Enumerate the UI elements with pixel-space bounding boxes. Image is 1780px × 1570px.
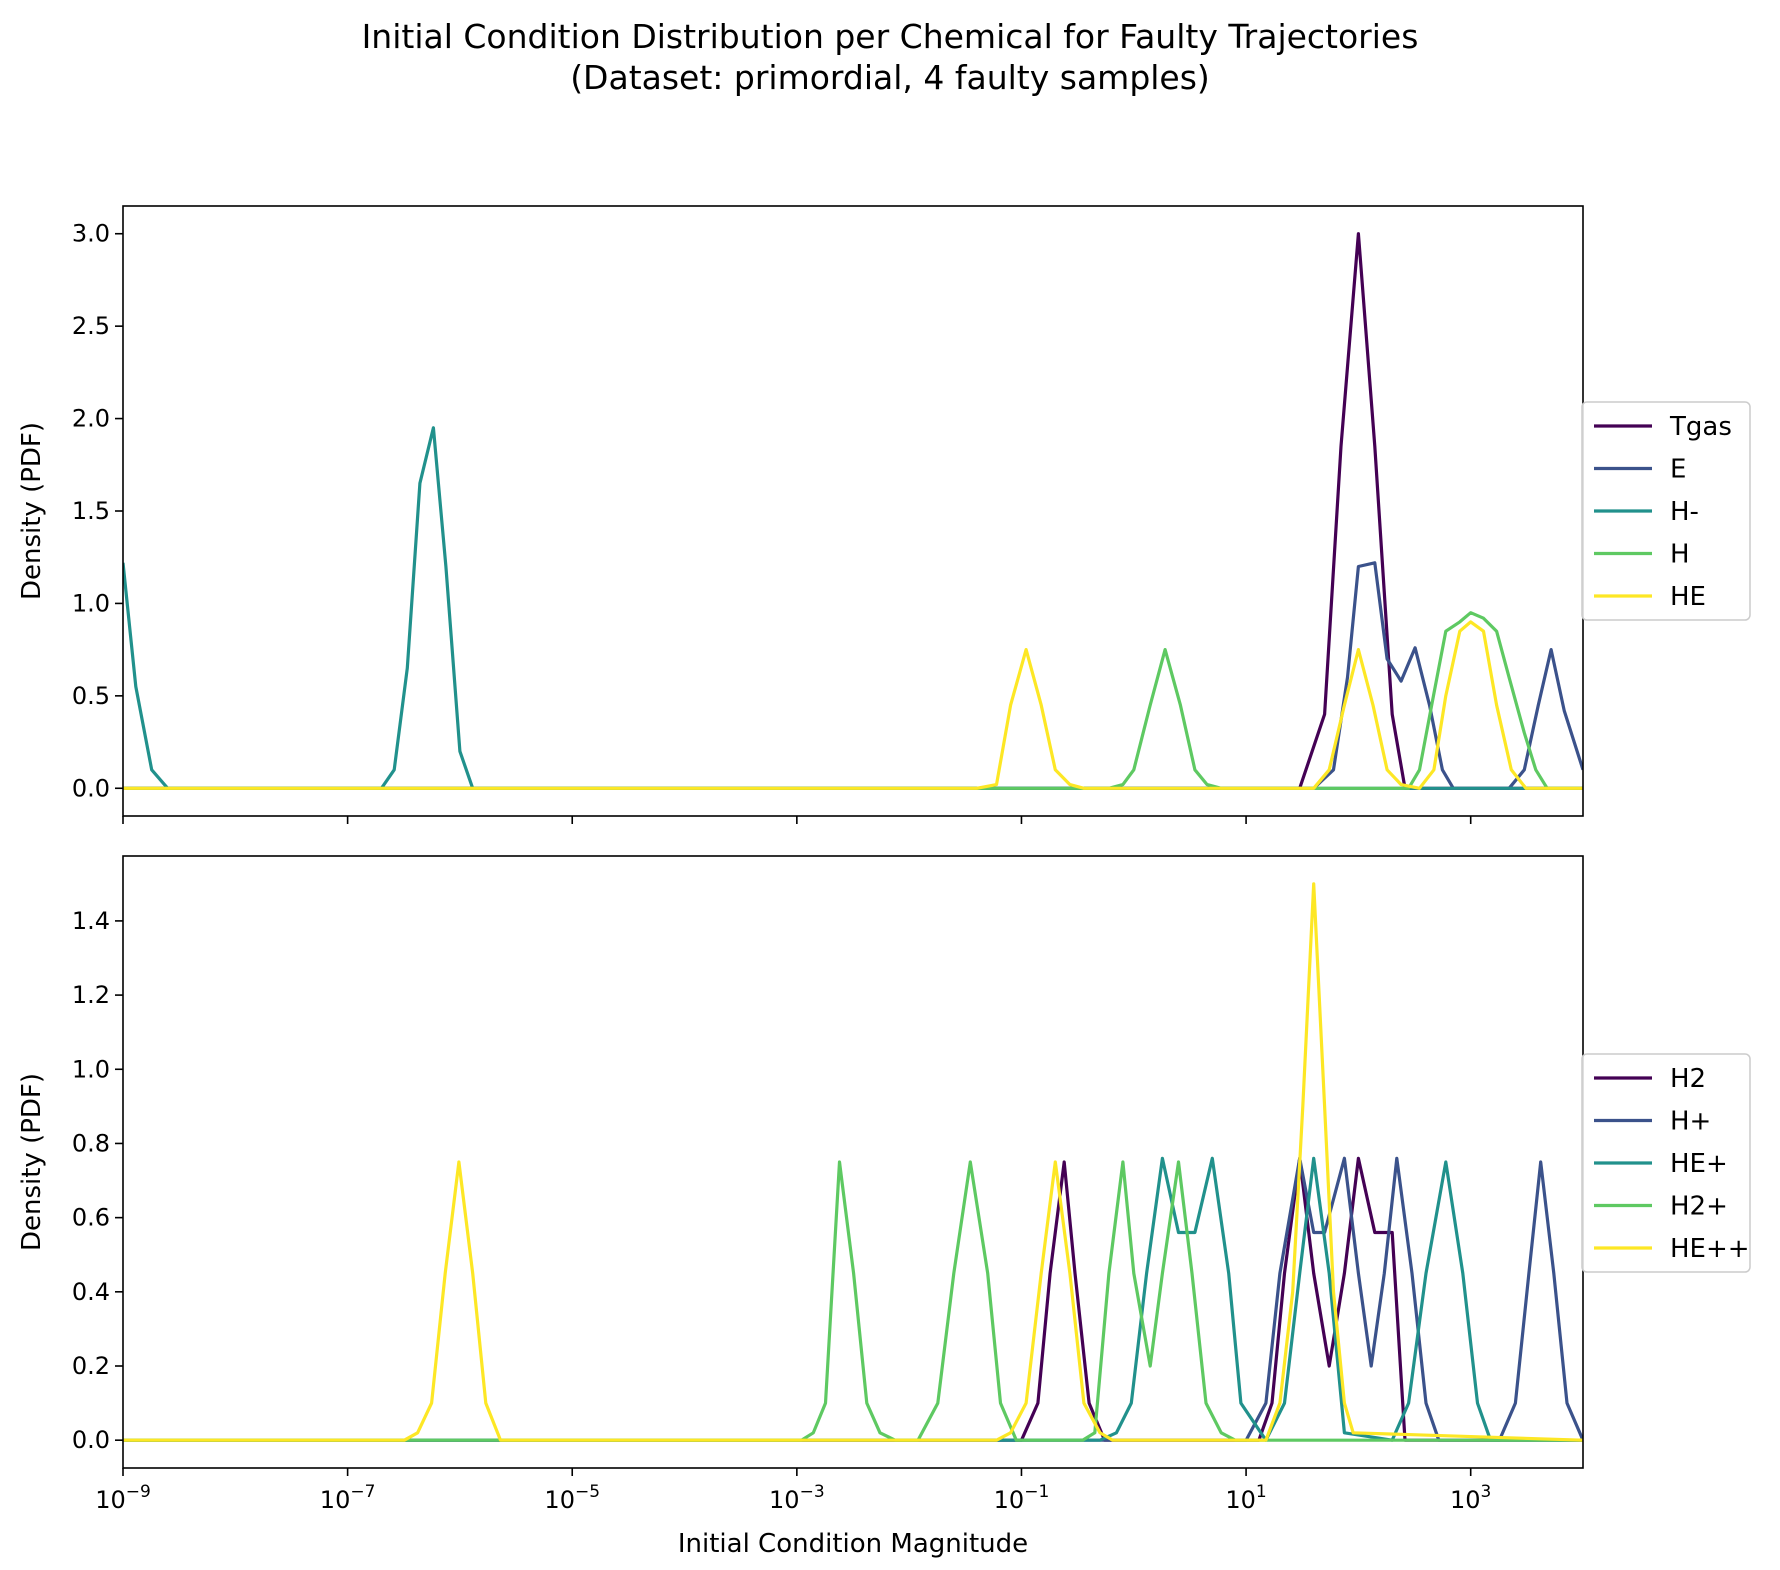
y-tick-label: 0.0 bbox=[72, 774, 110, 802]
legend-label: H2 bbox=[1670, 1064, 1706, 1094]
plot-frame bbox=[122, 855, 1584, 1469]
series-group bbox=[123, 882, 1583, 1442]
y-tick-label: 1.0 bbox=[72, 589, 110, 617]
series-line-h2 bbox=[123, 1156, 1583, 1442]
figure-title-line-2: (Dataset: primordial, 4 faulty samples) bbox=[570, 58, 1210, 97]
legend-label: HE+ bbox=[1670, 1149, 1728, 1179]
x-tick-label: 10−3 bbox=[769, 1482, 825, 1514]
y-tick-label: 2.0 bbox=[72, 405, 110, 433]
series-group bbox=[123, 232, 1583, 790]
legend: Tgas E H- H HE bbox=[1581, 401, 1751, 621]
series-line-hminus bbox=[123, 426, 1583, 790]
x-tick-label: 101 bbox=[1225, 1482, 1266, 1514]
x-axis-label: Initial Condition Magnitude bbox=[678, 1529, 1028, 1559]
x-tick-label: 10−9 bbox=[95, 1482, 151, 1514]
series-line-e bbox=[123, 561, 1583, 790]
x-tick-label: 103 bbox=[1450, 1482, 1491, 1514]
series-line-heplusplus bbox=[123, 882, 1583, 1442]
legend-label: H2+ bbox=[1670, 1192, 1728, 1222]
legend-label: E bbox=[1670, 455, 1686, 485]
legend-label: HE bbox=[1670, 582, 1706, 612]
y-tick-label: 0.0 bbox=[72, 1426, 110, 1454]
series-line-h2plus bbox=[123, 1160, 1583, 1442]
y-tick-label: 2.5 bbox=[72, 312, 110, 340]
y-tick-label: 1.0 bbox=[72, 1055, 110, 1083]
legend-box bbox=[1581, 1053, 1751, 1273]
y-tick-label: 0.4 bbox=[72, 1278, 110, 1306]
y-tick-label: 0.5 bbox=[72, 682, 110, 710]
y-axis-label: Density (PDF) bbox=[17, 422, 47, 600]
x-tick-label: 10−7 bbox=[320, 1482, 376, 1514]
legend-label: Tgas bbox=[1669, 412, 1732, 442]
y-tick-label: 0.6 bbox=[72, 1204, 110, 1232]
series-line-he bbox=[123, 620, 1583, 790]
series-line-tgas bbox=[123, 232, 1583, 790]
x-tick-label: 10−1 bbox=[994, 1482, 1050, 1514]
x-tick-label: 10−5 bbox=[544, 1482, 600, 1514]
y-tick-label: 1.2 bbox=[72, 981, 110, 1009]
legend-label: H bbox=[1670, 540, 1690, 570]
y-tick-label: 1.5 bbox=[72, 497, 110, 525]
y-axis-label: Density (PDF) bbox=[17, 1073, 47, 1251]
series-line-heplus bbox=[123, 1156, 1583, 1442]
legend-label: H- bbox=[1670, 497, 1699, 527]
y-tick-label: 0.2 bbox=[72, 1352, 110, 1380]
series-line-hplus bbox=[123, 1156, 1583, 1442]
figure-title-line-1: Initial Condition Distribution per Chemi… bbox=[361, 17, 1419, 56]
legend-label: H+ bbox=[1670, 1107, 1711, 1137]
y-tick-label: 0.8 bbox=[72, 1129, 110, 1157]
figure-title: Initial Condition Distribution per Chemi… bbox=[0, 16, 1780, 98]
chart-panel-2: 0.0 0.2 0.4 0.6 0.8 1.0 1.2 1.4 10−9 10−7 10−5 10−3… bbox=[17, 855, 1751, 1559]
y-tick-label: 1.4 bbox=[72, 907, 110, 935]
legend: H2 H+ HE+ H2+ HE++ bbox=[1581, 1053, 1751, 1273]
series-line-h bbox=[123, 611, 1583, 790]
legend-label: HE++ bbox=[1670, 1234, 1750, 1264]
legend-box bbox=[1581, 401, 1751, 621]
y-tick-label: 3.0 bbox=[72, 220, 110, 248]
